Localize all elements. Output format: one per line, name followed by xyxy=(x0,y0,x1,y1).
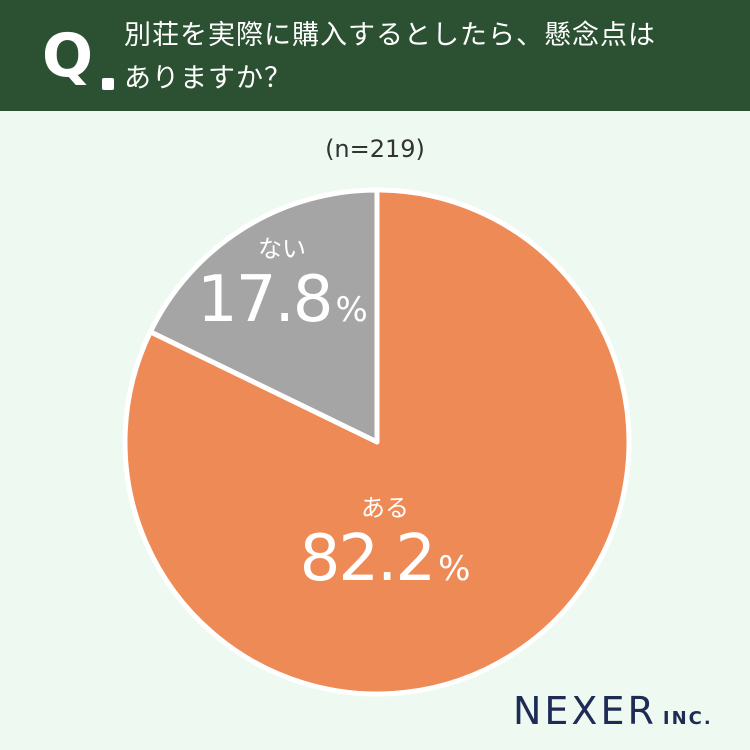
slice-value-aru-unit: % xyxy=(438,549,471,589)
logo-main-text: NEXER xyxy=(513,689,657,733)
question-text: 別荘を実際に購入するとしたら、懸念点は ありますか？ xyxy=(124,14,724,100)
q-dot xyxy=(102,78,114,90)
slice-value-nai-number: 17.8 xyxy=(197,263,333,337)
q-mark: Q xyxy=(42,14,120,98)
slice-value-aru-number: 82.2 xyxy=(299,522,436,596)
slice-value-nai: 17.8% xyxy=(197,263,368,346)
slice-value-nai-unit: % xyxy=(335,290,368,330)
slice-label-aru: ある 82.2% xyxy=(280,493,490,605)
slice-name-aru: ある xyxy=(361,494,409,522)
question-header: Q 別荘を実際に購入するとしたら、懸念点は ありますか？ xyxy=(0,0,750,111)
slice-label-nai: ない 17.8% xyxy=(197,234,368,346)
slice-name-nai: ない xyxy=(258,235,306,263)
question-line-1: 別荘を実際に購入するとしたら、懸念点は xyxy=(124,20,656,51)
pie-slice-nai xyxy=(147,187,380,445)
slice-value-aru: 82.2% xyxy=(280,523,490,605)
pie-slice-aru xyxy=(122,187,632,697)
question-line-2: ありますか？ xyxy=(124,63,292,94)
sample-size-label: (n=219) xyxy=(325,135,425,163)
pie-slices xyxy=(122,187,632,697)
logo-sub-text: INC. xyxy=(662,708,713,729)
q-letter: Q xyxy=(42,21,94,91)
nexer-logo: NEXER INC. xyxy=(513,690,713,732)
